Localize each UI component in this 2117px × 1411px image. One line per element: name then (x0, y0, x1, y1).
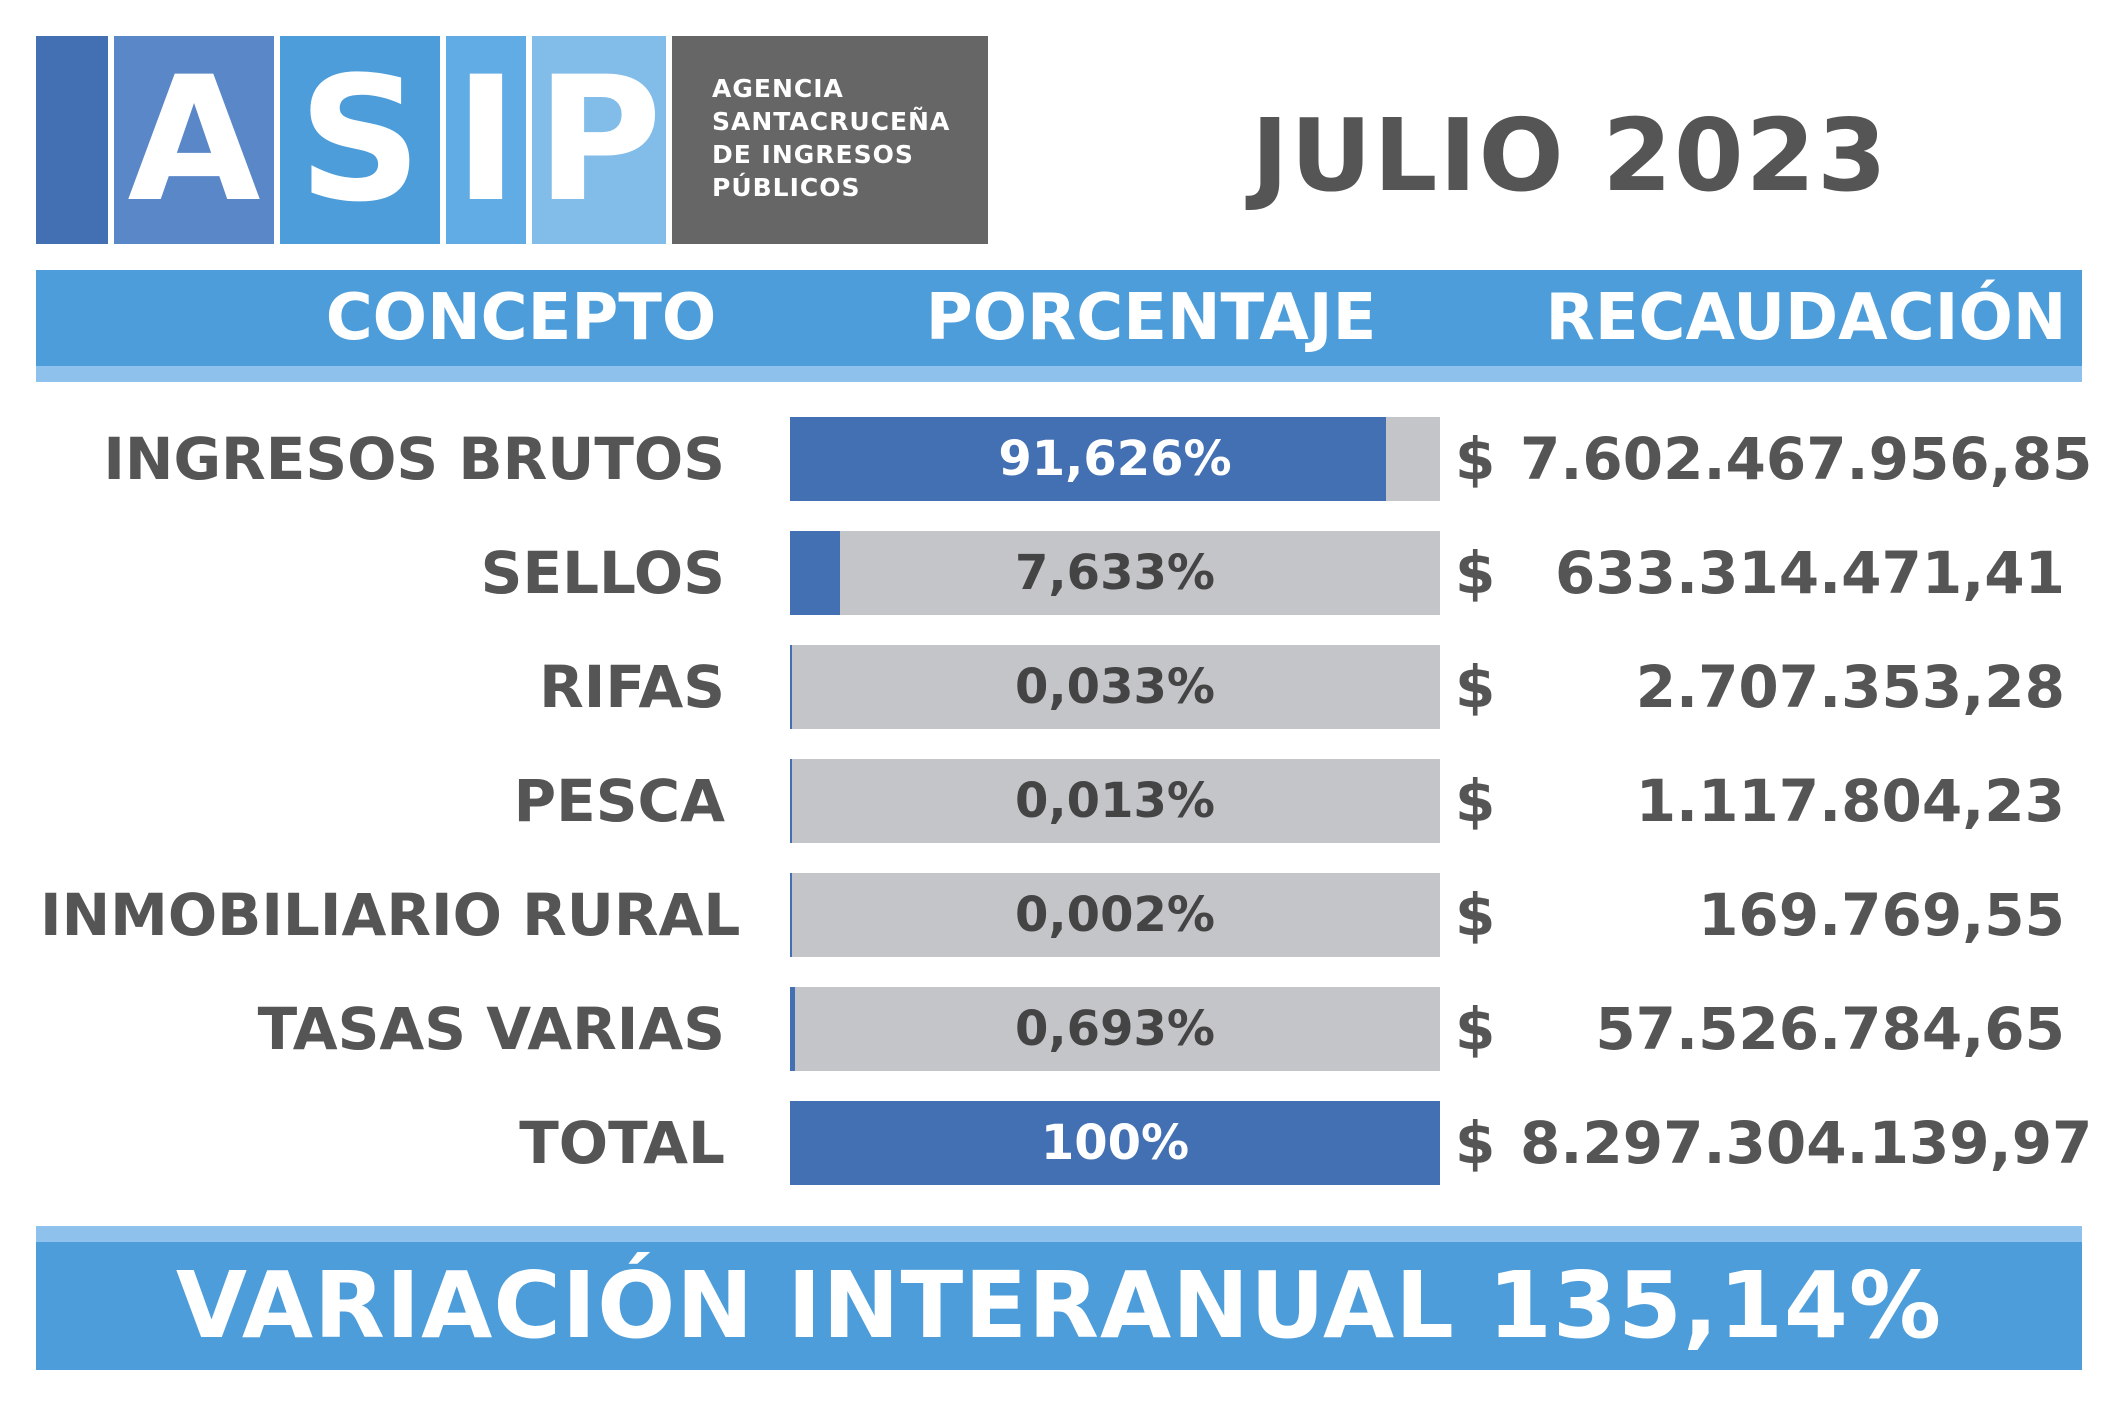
logo-agency-line: DE INGRESOS (712, 140, 914, 169)
percentage-value: 0,013% (1015, 773, 1215, 829)
currency-symbol: $ (1455, 881, 1496, 949)
concept-label-sellos: SELLOS (480, 539, 725, 607)
percentage-bar-track: 0,013% (790, 759, 1440, 843)
percentage-bar-ingresos-brutos (790, 417, 1386, 501)
percentage-bar-sellos (790, 531, 840, 615)
percentage-value: 0,693% (1015, 1001, 1215, 1057)
header-underline (36, 366, 2082, 382)
amount-pesca: 1.117.804,23 (1635, 767, 2065, 835)
concept-label-inmobiliario-rural: INMOBILIARIO RURAL (40, 881, 741, 949)
period-title: JULIO 2023 (1251, 97, 1889, 214)
concept-label-tasas-varias: TASAS VARIAS (257, 995, 725, 1063)
percentage-value: 0,002% (1015, 887, 1215, 943)
logo-agency-line: SANTACRUCEÑA (712, 107, 951, 136)
percentage-bar-track: 91,626% (790, 417, 1440, 501)
logo-letter-a: A (114, 36, 274, 244)
currency-symbol: $ (1455, 539, 1496, 607)
logo-stripe (36, 36, 108, 244)
percentage-bar-rifas (790, 645, 792, 729)
logo-letter-p: P (532, 36, 666, 244)
percentage-bar-track: 0,693% (790, 987, 1440, 1071)
currency-symbol: $ (1455, 767, 1496, 835)
footer-topline (36, 1226, 2082, 1242)
percentage-bar-track: 7,633% (790, 531, 1440, 615)
asip-logo: A S I P AGENCIA SANTACRUCEÑA DE INGRESOS… (36, 36, 988, 244)
percentage-bar-tasas-varias (790, 987, 795, 1071)
currency-symbol: $ (1455, 425, 1496, 493)
percentage-value: 100% (1040, 1115, 1190, 1171)
currency-symbol: $ (1455, 1109, 1496, 1177)
concept-label-rifas: RIFAS (539, 653, 725, 721)
logo-agency-line: PÚBLICOS (712, 173, 861, 202)
concept-label-pesca: PESCA (513, 767, 725, 835)
amount-inmobiliario-rural: 169.769,55 (1698, 881, 2065, 949)
percentage-value: 91,626% (998, 431, 1232, 487)
footer-variation: VARIACIÓN INTERANUAL 135,14% (36, 1242, 2082, 1370)
percentage-bar-total (790, 1101, 1440, 1185)
percentage-value: 0,033% (1015, 659, 1215, 715)
percentage-bar-track: 0,033% (790, 645, 1440, 729)
amount-rifas: 2.707.353,28 (1635, 653, 2065, 721)
concept-label-total: TOTAL (519, 1109, 725, 1177)
header-porcentaje: PORCENTAJE (925, 281, 1377, 355)
currency-symbol: $ (1455, 995, 1496, 1063)
header-concepto: CONCEPTO (325, 281, 717, 355)
percentage-bar-inmobiliario-rural (790, 873, 792, 957)
percentage-value: 7,633% (1015, 545, 1215, 601)
logo-agency-box: AGENCIA SANTACRUCEÑA DE INGRESOS PÚBLICO… (672, 36, 988, 244)
header-recaudacion: RECAUDACIÓN (1545, 281, 2067, 355)
table-header: CONCEPTO PORCENTAJE RECAUDACIÓN (36, 270, 2082, 366)
percentage-bar-track: 100% (790, 1101, 1440, 1185)
amount-total: 8.297.304.139,97 (1520, 1109, 2093, 1177)
logo-letter-s: S (280, 36, 440, 244)
amount-ingresos-brutos: 7.602.467.956,85 (1520, 425, 2093, 493)
amount-tasas-varias: 57.526.784,65 (1595, 995, 2065, 1063)
logo-agency-name: AGENCIA SANTACRUCEÑA DE INGRESOS PÚBLICO… (712, 72, 950, 204)
amount-sellos: 633.314.471,41 (1554, 539, 2065, 607)
concept-label-ingresos-brutos: INGRESOS BRUTOS (103, 425, 725, 493)
percentage-bar-pesca (790, 759, 792, 843)
logo-letter-i: I (446, 36, 526, 244)
logo-agency-line: AGENCIA (712, 74, 844, 103)
percentage-bar-track: 0,002% (790, 873, 1440, 957)
currency-symbol: $ (1455, 653, 1496, 721)
